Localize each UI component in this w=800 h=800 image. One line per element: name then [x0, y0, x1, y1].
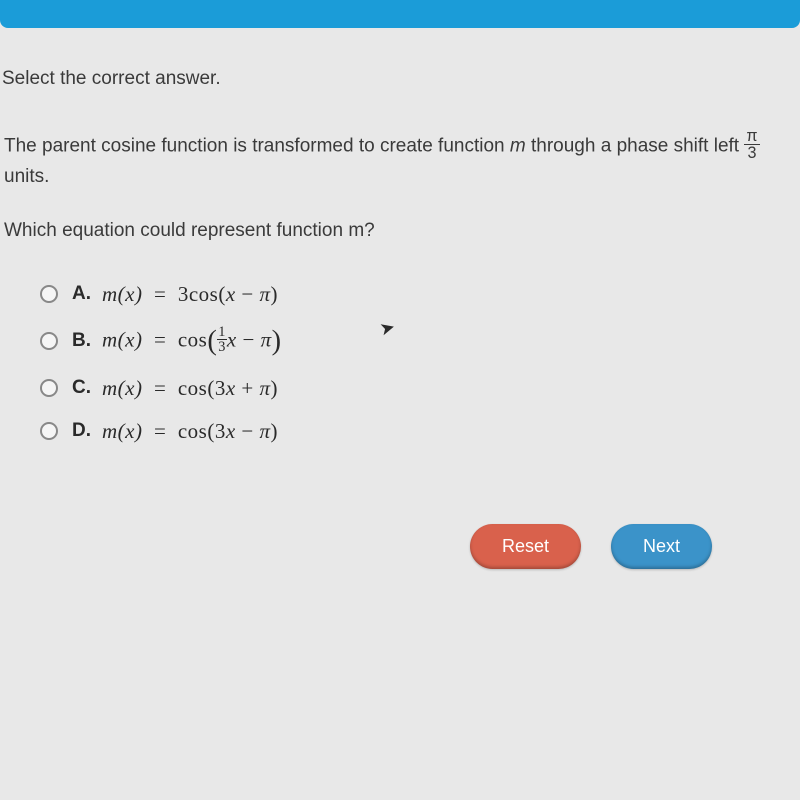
lhs: m(x) [102, 376, 142, 400]
option-math-c: m(x) = cos(3x + π) [102, 376, 278, 401]
option-label-d: D. [72, 420, 102, 442]
sub-question: Which equation could represent function … [0, 220, 792, 242]
fraction-denominator: 3 [744, 145, 759, 161]
option-d[interactable]: D. m(x) = cos(3x − π) [40, 419, 792, 444]
top-bar [0, 0, 800, 28]
stem-suffix: units. [4, 166, 49, 187]
lhs: m(x) [102, 282, 142, 306]
next-button[interactable]: Next [611, 524, 712, 569]
radio-b[interactable] [40, 332, 58, 350]
option-math-d: m(x) = cos(3x − π) [102, 419, 278, 444]
radio-c[interactable] [40, 379, 58, 397]
option-b-fraction: 13 [217, 325, 227, 355]
option-label-b: B. [72, 330, 102, 352]
reset-button[interactable]: Reset [470, 524, 581, 569]
option-b[interactable]: B. m(x) = cos(13x − π) [40, 325, 792, 358]
options-list: A. m(x) = 3cos(x − π) B. m(x) = cos(13x … [0, 282, 792, 444]
lhs: m(x) [102, 327, 142, 351]
stem-prefix: The parent cosine function is transforme… [4, 136, 510, 157]
instruction-text: Select the correct answer. [0, 68, 792, 90]
radio-a[interactable] [40, 285, 58, 303]
option-label-c: C. [72, 377, 102, 399]
stem-fraction: π3 [744, 128, 759, 161]
stem-middle: through a phase shift left [526, 136, 745, 157]
fraction-numerator: π [744, 128, 759, 145]
question-stem: The parent cosine function is transforme… [0, 130, 792, 192]
option-c[interactable]: C. m(x) = cos(3x + π) [40, 376, 792, 401]
option-math-b: m(x) = cos(13x − π) [102, 325, 282, 358]
lhs: m(x) [102, 419, 142, 443]
radio-d[interactable] [40, 422, 58, 440]
stem-func-letter: m [510, 136, 526, 157]
option-math-a: m(x) = 3cos(x − π) [102, 282, 278, 307]
question-content: Select the correct answer. The parent co… [0, 68, 800, 569]
button-row: Reset Next [0, 524, 792, 569]
option-a[interactable]: A. m(x) = 3cos(x − π) [40, 282, 792, 307]
option-label-a: A. [72, 283, 102, 305]
